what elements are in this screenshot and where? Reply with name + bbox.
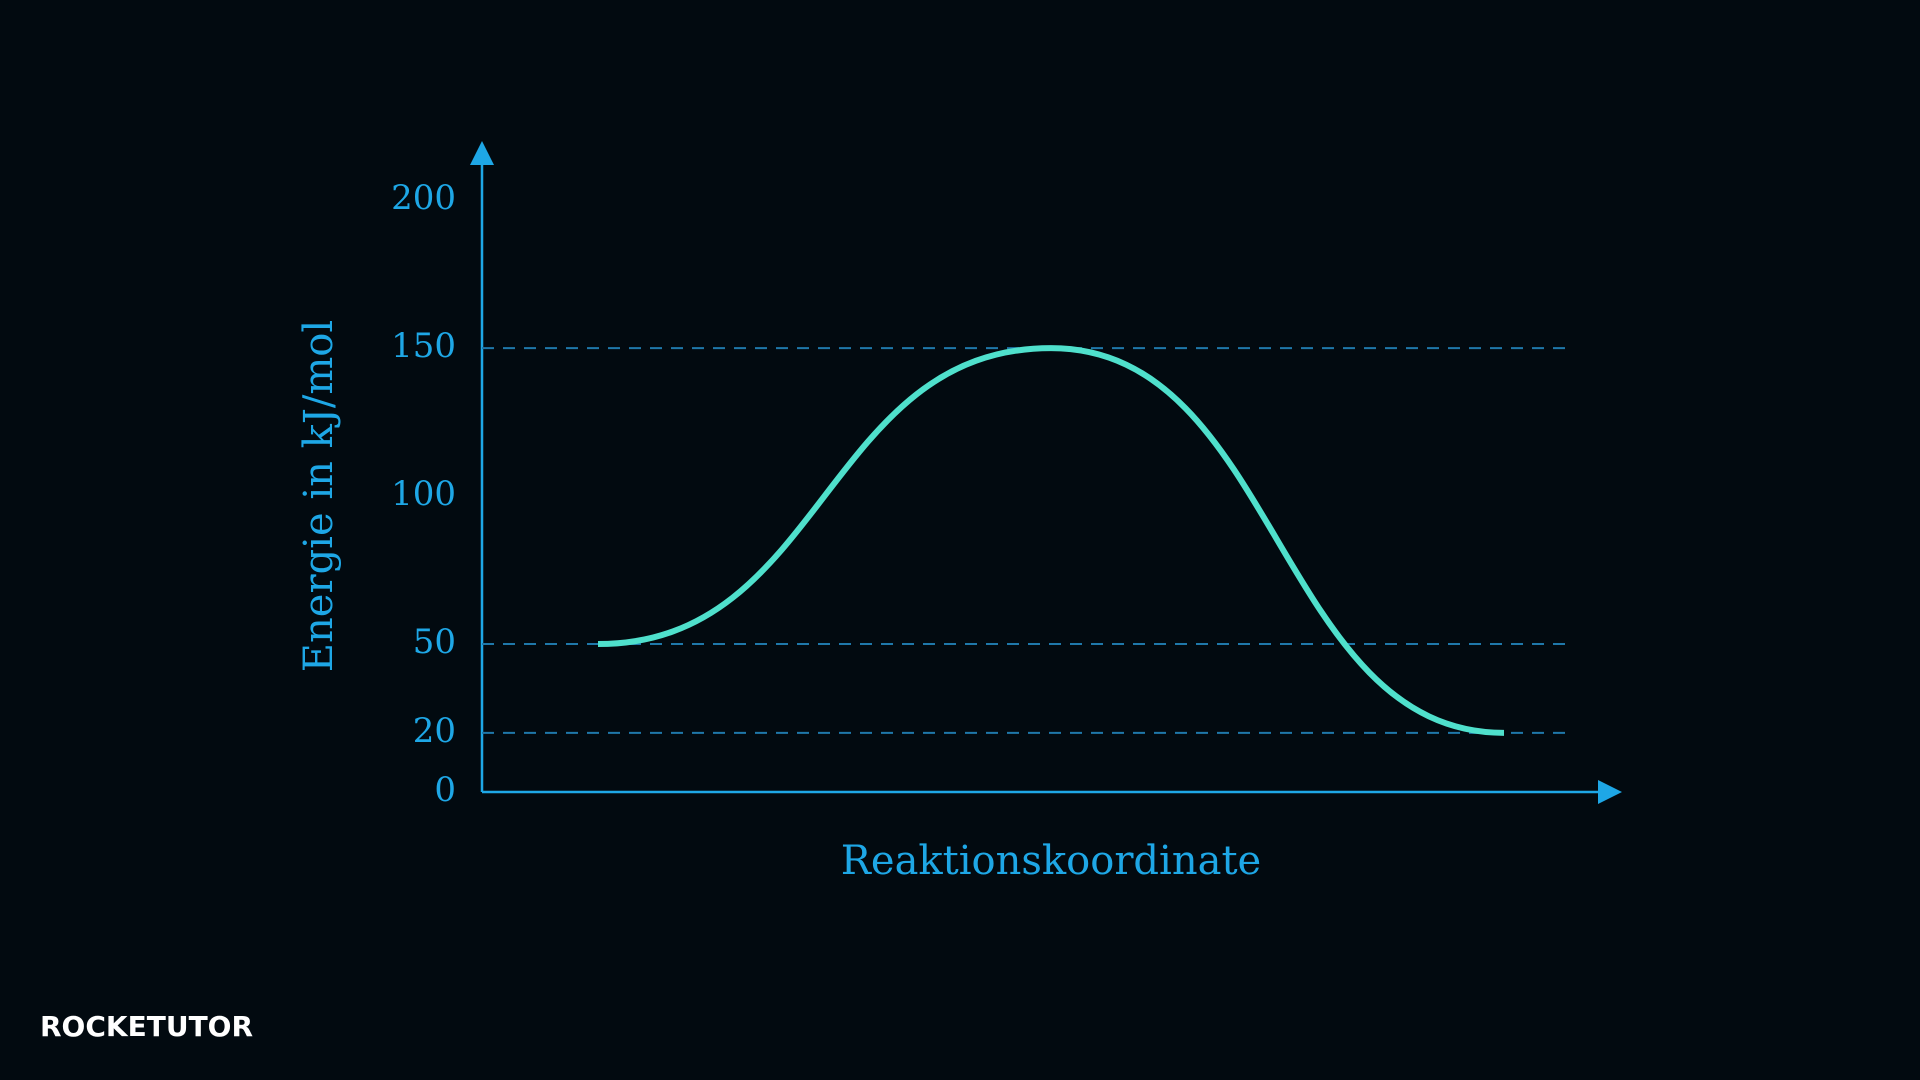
x-axis-label: Reaktionskoordinate [841, 838, 1261, 884]
y-tick-label: 150 [391, 326, 456, 366]
y-tick-label: 20 [413, 711, 456, 751]
y-tick-label: 0 [434, 770, 456, 810]
y-axis-label: Energie in kJ/mol [296, 320, 342, 672]
x-axis-arrow [1598, 780, 1622, 804]
y-axis-arrow [470, 141, 494, 165]
energy-curve [597, 345, 1505, 736]
y-tick-label: 100 [391, 474, 456, 514]
logo: ROCKETUTOR [40, 1010, 253, 1043]
y-tick-label: 50 [413, 622, 456, 662]
y-tick-label: 200 [391, 178, 456, 218]
